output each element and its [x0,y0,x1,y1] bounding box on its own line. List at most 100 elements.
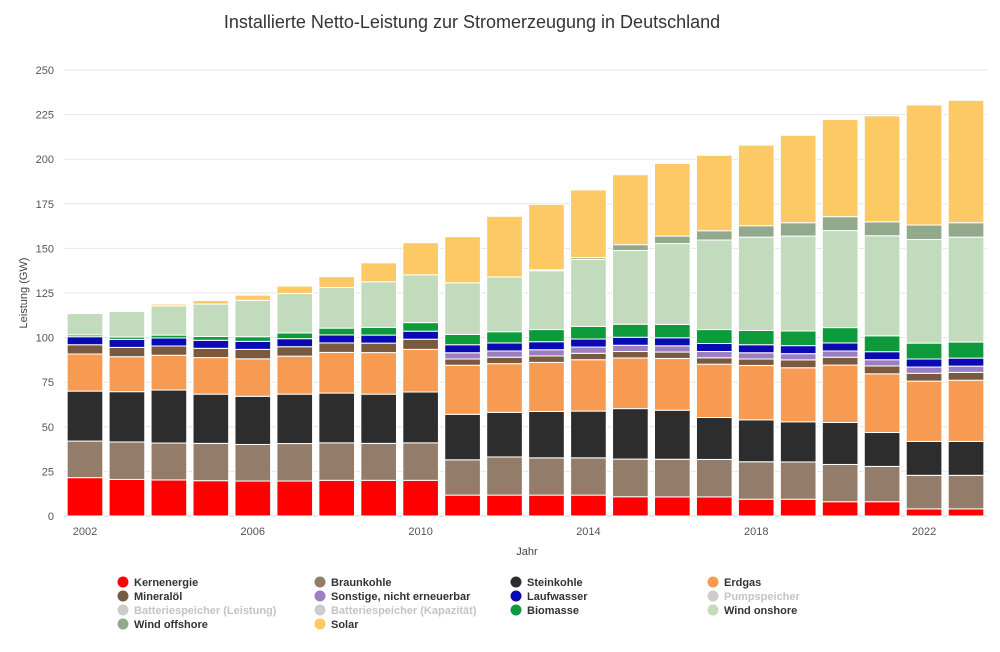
bar-segment[interactable] [822,120,858,217]
bar-segment[interactable] [235,481,271,516]
bar-segment[interactable] [655,459,691,497]
bar-segment[interactable] [235,396,271,444]
legend-item[interactable]: Braunkohle [315,577,392,590]
bar-segment[interactable] [948,237,984,342]
legend-item[interactable]: Pumpspeicher [708,591,801,604]
bar-segment[interactable] [529,204,565,269]
bar-segment[interactable] [277,286,313,293]
bar-segment[interactable] [864,466,900,501]
legend-item[interactable]: Wind offshore [118,619,208,632]
bar-segment[interactable] [571,190,607,258]
bar-segment[interactable] [193,394,229,443]
bar-segment[interactable] [361,335,397,343]
bar-segment[interactable] [948,223,984,237]
legend-item[interactable]: Solar [315,619,360,632]
bar-segment[interactable] [613,345,649,351]
bar-segment[interactable] [109,339,145,347]
bar-segment[interactable] [445,495,481,516]
bar-segment[interactable] [235,337,271,342]
bar-segment[interactable] [822,357,858,365]
bar-segment[interactable] [193,340,229,348]
bar-segment[interactable] [529,330,565,342]
bar-segment[interactable] [319,335,355,343]
bar-segment[interactable] [822,351,858,357]
bar-segment[interactable] [403,392,439,443]
bar-segment[interactable] [193,348,229,357]
bar-segment[interactable] [151,306,187,335]
bar-segment[interactable] [403,339,439,349]
bar-segment[interactable] [571,360,607,411]
bar-segment[interactable] [151,390,187,443]
bar-segment[interactable] [864,374,900,433]
bar-segment[interactable] [361,282,397,328]
bar-segment[interactable] [696,497,732,516]
bar-segment[interactable] [655,410,691,459]
bar-segment[interactable] [738,359,774,365]
bar-segment[interactable] [696,240,732,330]
bar-segment[interactable] [571,353,607,359]
bar-segment[interactable] [864,222,900,236]
bar-segment[interactable] [277,333,313,339]
bar-segment[interactable] [780,331,816,346]
bar-segment[interactable] [696,459,732,496]
bar-segment[interactable] [696,231,732,240]
bar-segment[interactable] [822,231,858,328]
bar-segment[interactable] [571,259,607,326]
bar-segment[interactable] [67,391,103,441]
bar-segment[interactable] [613,175,649,245]
bar-segment[interactable] [948,441,984,475]
bar-segment[interactable] [487,216,523,277]
bar-segment[interactable] [655,497,691,516]
bar-segment[interactable] [319,443,355,480]
bar-segment[interactable] [319,343,355,352]
bar-segment[interactable] [151,346,187,355]
bar-segment[interactable] [361,343,397,352]
bar-segment[interactable] [613,352,649,358]
bar-segment[interactable] [906,441,942,475]
bar-segment[interactable] [109,347,145,356]
bar-segment[interactable] [151,443,187,480]
bar-segment[interactable] [193,443,229,480]
bar-segment[interactable] [571,411,607,458]
bar-segment[interactable] [403,349,439,392]
bar-segment[interactable] [696,364,732,417]
legend-item[interactable]: Biomasse [511,605,579,618]
bar-segment[interactable] [361,480,397,516]
bar-segment[interactable] [948,358,984,366]
bar-segment[interactable] [529,271,565,330]
bar-segment[interactable] [613,324,649,337]
bar-segment[interactable] [655,346,691,352]
bar-segment[interactable] [109,311,145,337]
bar-segment[interactable] [696,330,732,344]
bar-segment[interactable] [445,353,481,359]
bar-segment[interactable] [403,443,439,480]
bar-segment[interactable] [948,342,984,358]
legend-item[interactable]: Batteriespeicher (Kapazität) [315,605,477,618]
bar-segment[interactable] [906,105,942,225]
bar-segment[interactable] [696,343,732,351]
bar-segment[interactable] [361,394,397,443]
bar-segment[interactable] [319,328,355,335]
bar-segment[interactable] [277,356,313,394]
bar-segment[interactable] [487,277,523,332]
legend-item[interactable]: Kernenergie [118,577,199,590]
bar-segment[interactable] [319,352,355,393]
bar-segment[interactable] [780,354,816,360]
bar-segment[interactable] [738,462,774,499]
bar-segment[interactable] [109,392,145,442]
bar-segment[interactable] [822,502,858,516]
bar-segment[interactable] [445,237,481,283]
bar-segment[interactable] [445,345,481,353]
bar-segment[interactable] [277,481,313,516]
bar-segment[interactable] [235,341,271,349]
bar-segment[interactable] [277,394,313,443]
bar-segment[interactable] [864,116,900,222]
bar-segment[interactable] [906,239,942,343]
bar-segment[interactable] [655,324,691,337]
bar-segment[interactable] [193,304,229,336]
bar-segment[interactable] [906,373,942,381]
bar-segment[interactable] [403,480,439,516]
legend-item[interactable]: Sonstige, nicht erneuerbar [315,591,472,604]
bar-segment[interactable] [235,295,271,300]
bar-segment[interactable] [487,457,523,495]
